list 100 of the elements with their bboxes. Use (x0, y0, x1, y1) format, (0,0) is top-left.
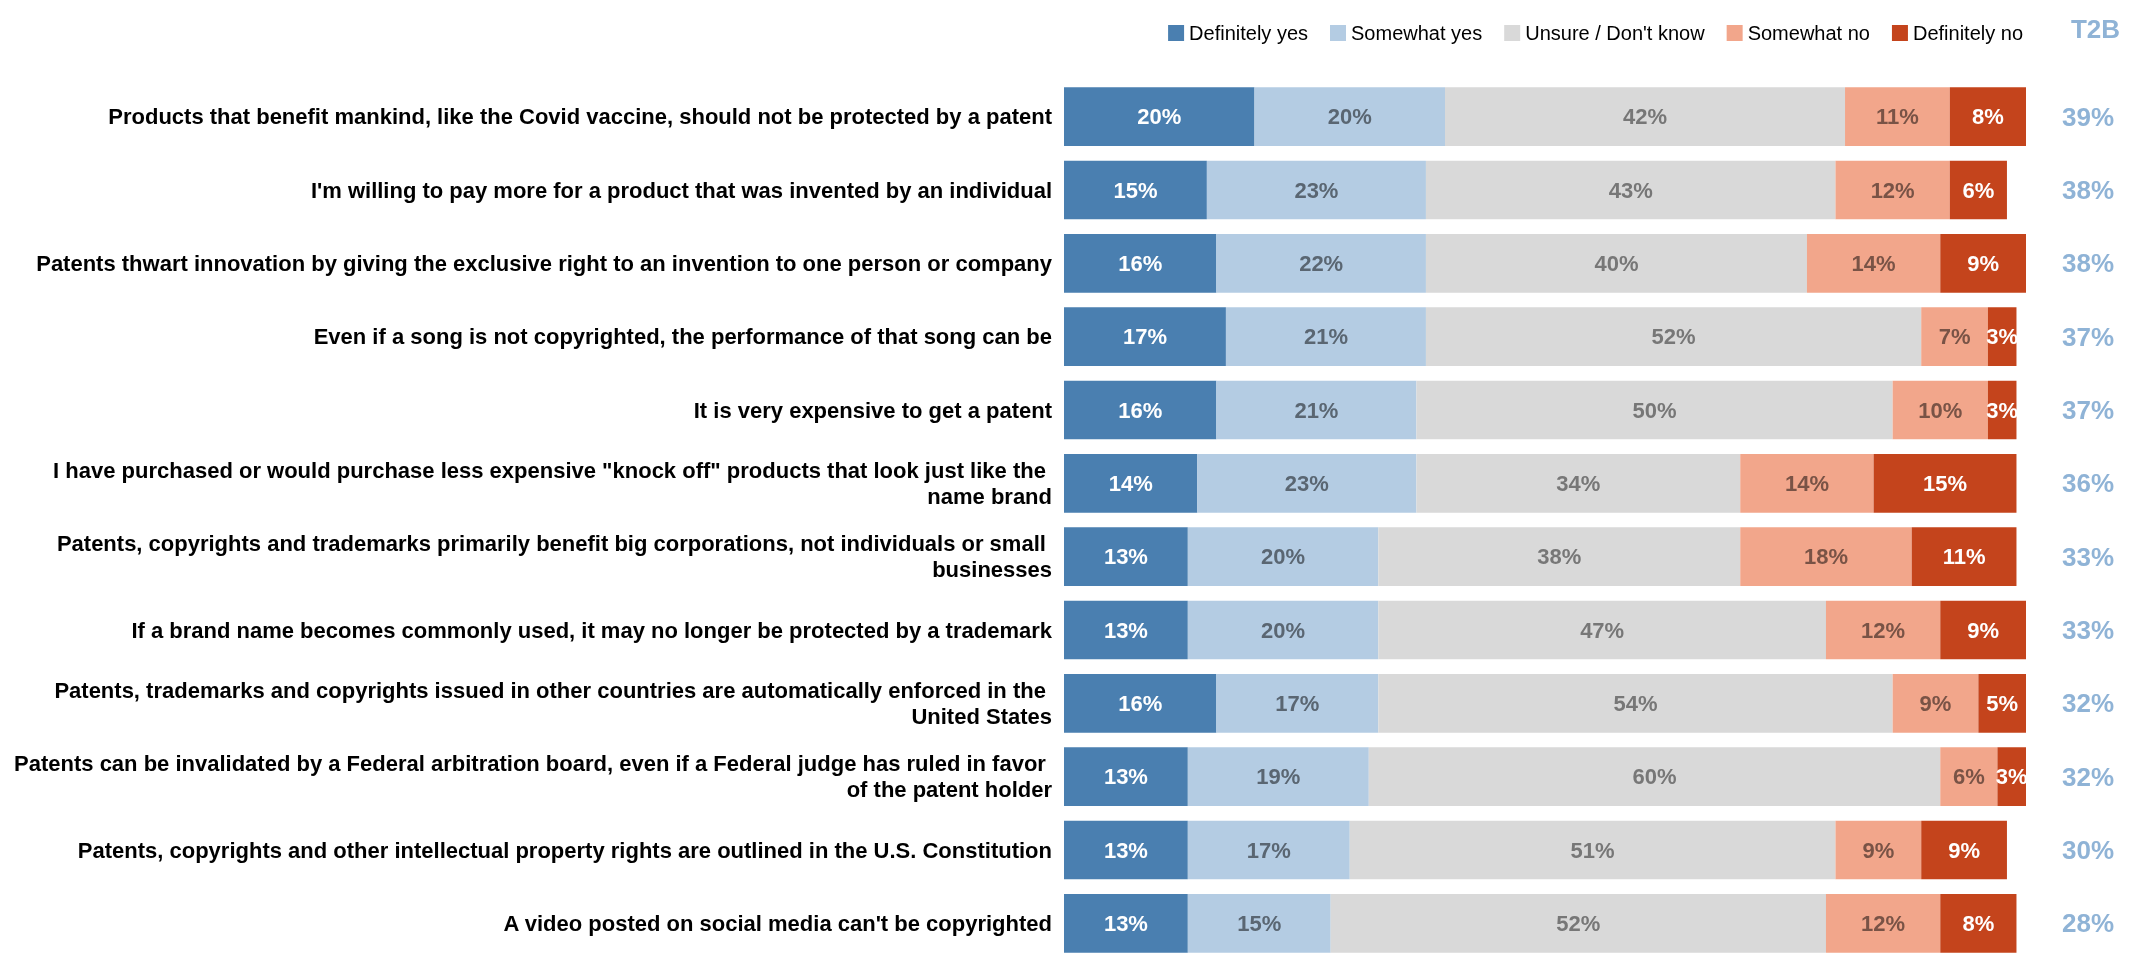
bar (1416, 380, 1893, 440)
data-label: 12% (1870, 177, 1915, 203)
data-label: 23% (1294, 177, 1339, 203)
data-label: 50% (1632, 397, 1677, 423)
data-label: 20% (1327, 104, 1372, 130)
y-tick-label: A video posted on social media can't be copyrighted (503, 910, 1052, 936)
data-label: 9% (1919, 690, 1952, 716)
data-label: 11% (1876, 104, 1919, 130)
data-label: 9% (1948, 837, 1980, 863)
y-tick-label: I'm willing to pay more for a product that was invented by an individual (310, 177, 1052, 203)
data-label: 6% (1952, 764, 1985, 790)
bar (1206, 160, 1426, 220)
y-tick-label: Even if a song is not copyrighted, the performance of that song can be (313, 324, 1052, 350)
data-label: 11% (1942, 544, 1986, 570)
bar (1949, 87, 2026, 146)
data-label: 9% (1967, 617, 2000, 643)
bar (1740, 454, 1874, 513)
bar (1921, 820, 2007, 880)
bar (1845, 87, 1950, 146)
legend-label: Somewhat no (1747, 22, 1870, 44)
text: 33% (2061, 615, 2115, 645)
bar (1835, 820, 1922, 880)
bar (1064, 234, 1217, 293)
data-label: 34% (1556, 470, 1601, 496)
bar (1064, 600, 1188, 660)
bar (1064, 454, 1198, 513)
bar (1940, 600, 2026, 660)
legend-label: Definitely no (1912, 22, 2023, 44)
data-label: 9% (1967, 250, 2000, 276)
data-label: 22% (1299, 250, 1344, 276)
data-label: 15% (1237, 910, 1282, 936)
data-label: 51% (1570, 837, 1615, 863)
data-label: 3% (1986, 397, 2019, 423)
data-label: 43% (1608, 177, 1653, 203)
data-label: 17% (1246, 837, 1291, 863)
bar (1378, 527, 1741, 586)
data-label: 38% (1537, 544, 1582, 570)
bar (1330, 894, 1826, 953)
text: 38% (2061, 248, 2115, 279)
data-label: 12% (1861, 910, 1906, 936)
bar (1368, 747, 1941, 806)
data-label: 18% (1803, 544, 1848, 570)
text: 38% (2061, 175, 2115, 205)
bar (1187, 894, 1331, 953)
y-tick-label: Patents thwart innovation by giving the exclusive right to an invention to one person or company (36, 250, 1053, 276)
data-label: 10% (1918, 397, 1963, 423)
bar (1064, 380, 1217, 440)
legend-label: Definitely yes (1189, 22, 1309, 44)
bar (1064, 747, 1188, 806)
y-tick-label: Patents can be invalidated by a Federal arbitration board, even if a Federal judge has ruled in favor of the patent holder (14, 751, 1053, 803)
bar (1911, 527, 2017, 586)
bar (1187, 527, 1379, 586)
text: 39% (2061, 101, 2115, 132)
data-label: 16% (1118, 690, 1163, 716)
data-label: 52% (1651, 324, 1696, 350)
data-label: 3% (1995, 764, 2028, 790)
data-label: 60% (1632, 764, 1677, 790)
bar (1892, 674, 1979, 733)
data-label: 42% (1622, 104, 1668, 130)
bar (1064, 674, 1217, 733)
bar (1225, 307, 1426, 366)
data-label: 16% (1118, 250, 1163, 276)
text: 33% (2061, 541, 2115, 572)
bar (1064, 894, 1188, 953)
bar (1216, 234, 1426, 293)
text: 36% (2061, 468, 2115, 499)
bar (1425, 234, 1807, 293)
bar (1873, 454, 2017, 513)
data-label: 20% (1261, 617, 1306, 643)
text: 37% (2061, 395, 2115, 425)
y-tick-label: It is very expensive to get a patent (693, 397, 1053, 423)
data-label: 16% (1118, 397, 1163, 423)
bar (1254, 87, 1445, 146)
y-tick-label: I have purchased or would purchase less expensive "knock off" products that look just like the name brand (53, 457, 1052, 509)
y-tick-label: Patents, copyrights and other intellectual property rights are outlined in the U.S. Constitution (77, 837, 1052, 863)
data-label: 13% (1103, 617, 1148, 643)
data-label: 40% (1594, 250, 1639, 276)
text: 28% (2061, 908, 2115, 939)
bar (1197, 454, 1417, 513)
text: 32% (2061, 688, 2115, 719)
bar (1978, 674, 2026, 733)
bar (1835, 160, 1950, 220)
bar (1444, 87, 1846, 146)
bar (1425, 307, 1922, 366)
legend-label: Unsure / Don't know (1525, 22, 1706, 44)
bar (1064, 820, 1188, 880)
data-label: 5% (1986, 690, 2019, 716)
bar (1940, 234, 2026, 293)
data-label: 12% (1861, 617, 1906, 643)
data-label: 14% (1784, 470, 1829, 496)
bar (1187, 747, 1369, 806)
bar (1825, 894, 1941, 953)
data-label: 54% (1613, 690, 1658, 716)
data-label: 15% (1113, 177, 1158, 203)
bar (1349, 820, 1836, 880)
data-label: 13% (1103, 910, 1148, 936)
text: T2B (2070, 14, 2121, 44)
data-label: 13% (1103, 837, 1148, 863)
data-label: 6% (1962, 177, 1995, 203)
bar (1921, 307, 1988, 366)
